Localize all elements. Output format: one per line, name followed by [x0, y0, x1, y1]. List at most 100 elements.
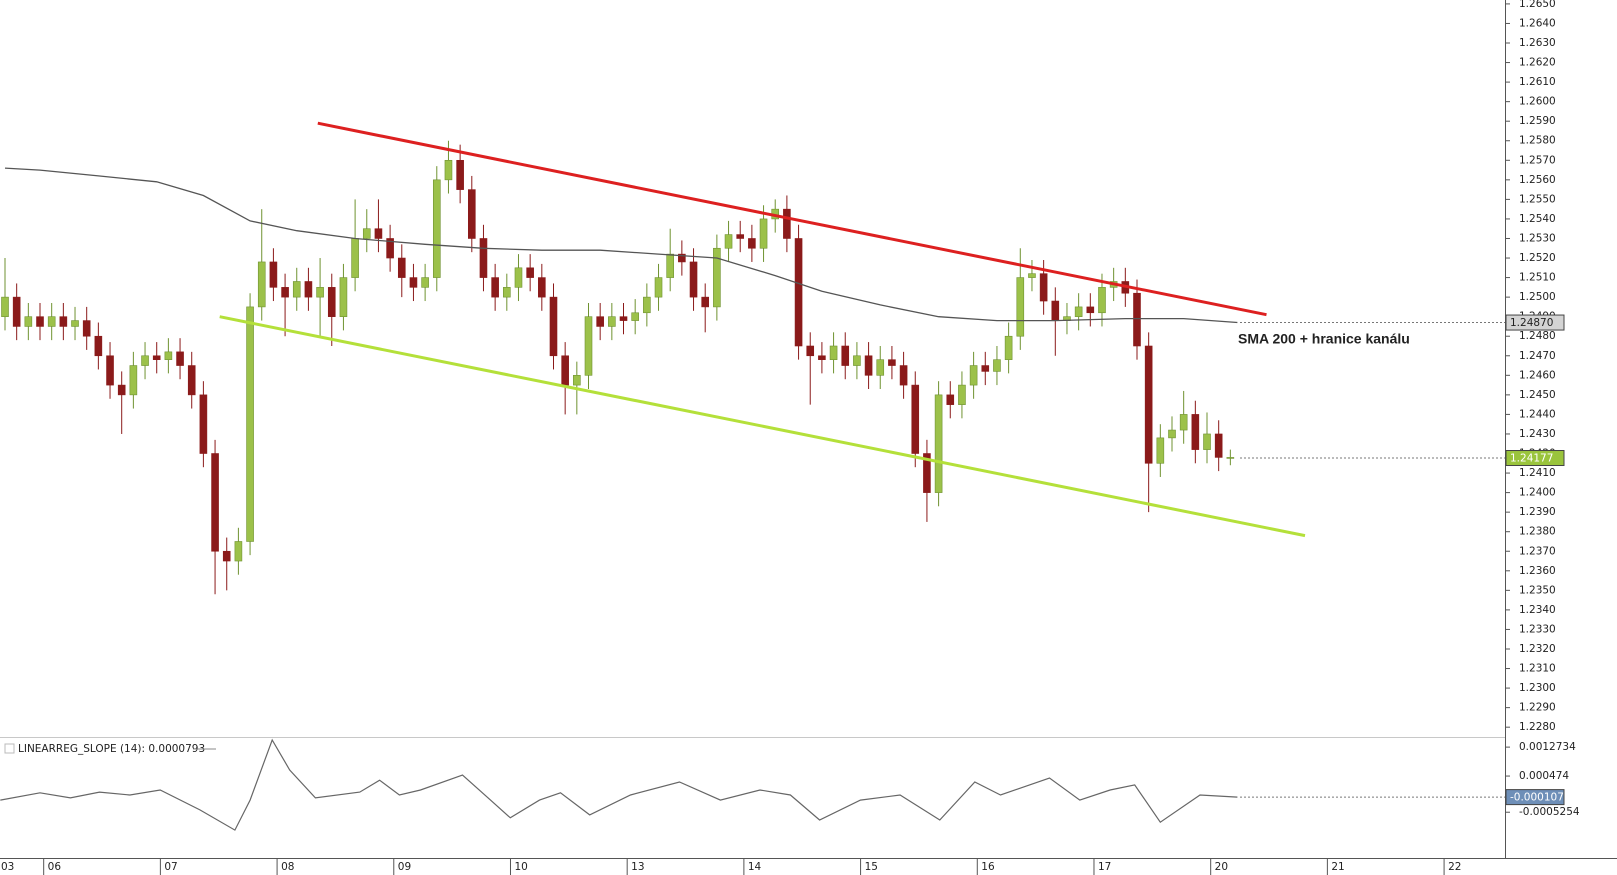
candle-body [1, 296, 9, 317]
candle-body [608, 316, 616, 327]
candle-body [958, 384, 966, 405]
candle-body [1168, 429, 1176, 439]
x-tick-label: 22 [1448, 861, 1461, 873]
candle-body [1144, 345, 1153, 464]
y-tick-label: 1.2620 [1519, 57, 1556, 69]
candle-body [806, 345, 815, 357]
candle-body [456, 159, 464, 190]
candle-body [643, 296, 651, 314]
y-tick-label: 1.2540 [1519, 213, 1556, 225]
candle-body [444, 159, 453, 181]
candle-body [561, 355, 569, 386]
y-tick-label: 1.2560 [1519, 174, 1556, 186]
y-tick-label: 0.000474 [1519, 770, 1569, 782]
candle-body [584, 316, 593, 376]
y-tick-label: 1.2380 [1519, 526, 1556, 538]
candle-body [678, 253, 686, 263]
candle-body [117, 384, 126, 396]
x-tick-label: 03 [1, 861, 14, 873]
candle-body [479, 238, 488, 278]
candle-body [503, 287, 511, 298]
y-tick-label: 1.2610 [1519, 76, 1556, 88]
candle-body [1226, 457, 1235, 459]
value-box [1505, 789, 1565, 806]
candle-body [491, 277, 499, 298]
candle-body [1028, 273, 1036, 278]
y-tick-label: 1.2300 [1519, 682, 1556, 694]
y-tick-label: 1.2290 [1519, 702, 1556, 714]
candle-body [222, 550, 231, 562]
y-tick-label: 1.2530 [1519, 232, 1556, 244]
x-tick-label: 14 [748, 861, 762, 873]
candle-body [1156, 437, 1165, 464]
candle-body [1191, 414, 1200, 450]
candle-body [981, 365, 990, 372]
sma-line [4, 167, 1238, 324]
value-box-label: 1.24870 [1510, 317, 1553, 329]
candle-body [316, 287, 324, 298]
y-tick-label: 1.2500 [1519, 291, 1556, 303]
candle-body [339, 277, 348, 317]
candle-body [71, 320, 79, 327]
candle-body [327, 287, 336, 317]
y-tick-label: 1.2650 [1519, 0, 1556, 10]
candle-body [269, 261, 278, 288]
x-tick-label: 20 [1215, 861, 1228, 873]
y-tick-label: 1.2460 [1519, 369, 1556, 381]
y-tick-label: 1.2330 [1519, 623, 1556, 635]
x-tick-label: 07 [164, 861, 177, 873]
indicator-label: LINEARREG_SLOPE (14): 0.0000793 [18, 743, 205, 755]
y-tick-label: 1.2510 [1519, 272, 1556, 284]
y-tick-label: 1.2430 [1519, 428, 1556, 440]
x-tick-label: 09 [398, 861, 411, 873]
candle-body [351, 238, 359, 278]
candle-body [1004, 335, 1013, 360]
candle-body [106, 355, 114, 386]
y-tick-label: 1.2350 [1519, 584, 1556, 596]
candle-body [946, 394, 955, 405]
x-tick-label: 16 [981, 861, 995, 873]
y-tick-label: 1.2640 [1519, 17, 1556, 29]
candle-body [281, 287, 289, 298]
candle-body [12, 296, 21, 327]
candle-body [292, 281, 301, 298]
y-tick-label: 1.2520 [1519, 252, 1556, 264]
candle-body [59, 316, 68, 327]
candle-body [1086, 306, 1095, 314]
y-tick-label: 1.2470 [1519, 350, 1556, 362]
candle-body [701, 296, 710, 308]
candle-body [748, 238, 756, 249]
candle-body [666, 253, 674, 278]
candle-body [24, 316, 33, 327]
candle-body [164, 351, 173, 360]
candle-body [1016, 277, 1025, 337]
y-tick-label: 1.2320 [1519, 643, 1556, 655]
candle-body [596, 316, 604, 327]
y-tick-label: 1.2440 [1519, 408, 1556, 420]
y-tick-label: 1.2590 [1519, 115, 1556, 127]
candle-body [1133, 292, 1141, 347]
candle-body [421, 277, 429, 288]
candle-body [654, 277, 663, 298]
candle-body [386, 238, 394, 259]
y-tick-label: 1.2570 [1519, 154, 1556, 166]
candle-body [514, 267, 523, 288]
y-tick-label: 1.2280 [1519, 721, 1556, 733]
y-tick-label: 1.2630 [1519, 37, 1556, 49]
candle-body [199, 394, 208, 454]
candle-body [152, 355, 161, 360]
candle-body [397, 257, 406, 278]
x-tick-label: 06 [48, 861, 62, 873]
candle-body [864, 355, 873, 376]
x-tick-label: 15 [865, 861, 878, 873]
candle-body [934, 394, 943, 493]
candle-body [432, 179, 441, 278]
candle-body [911, 384, 920, 454]
candle-body [549, 296, 558, 357]
y-tick-label: 1.2370 [1519, 545, 1556, 557]
candle-body [759, 218, 768, 249]
candle-body [1214, 433, 1223, 458]
y-tick-label: 1.2340 [1519, 604, 1556, 616]
y-tick-label: 0.0012734 [1519, 741, 1576, 753]
candle-body [538, 277, 546, 298]
